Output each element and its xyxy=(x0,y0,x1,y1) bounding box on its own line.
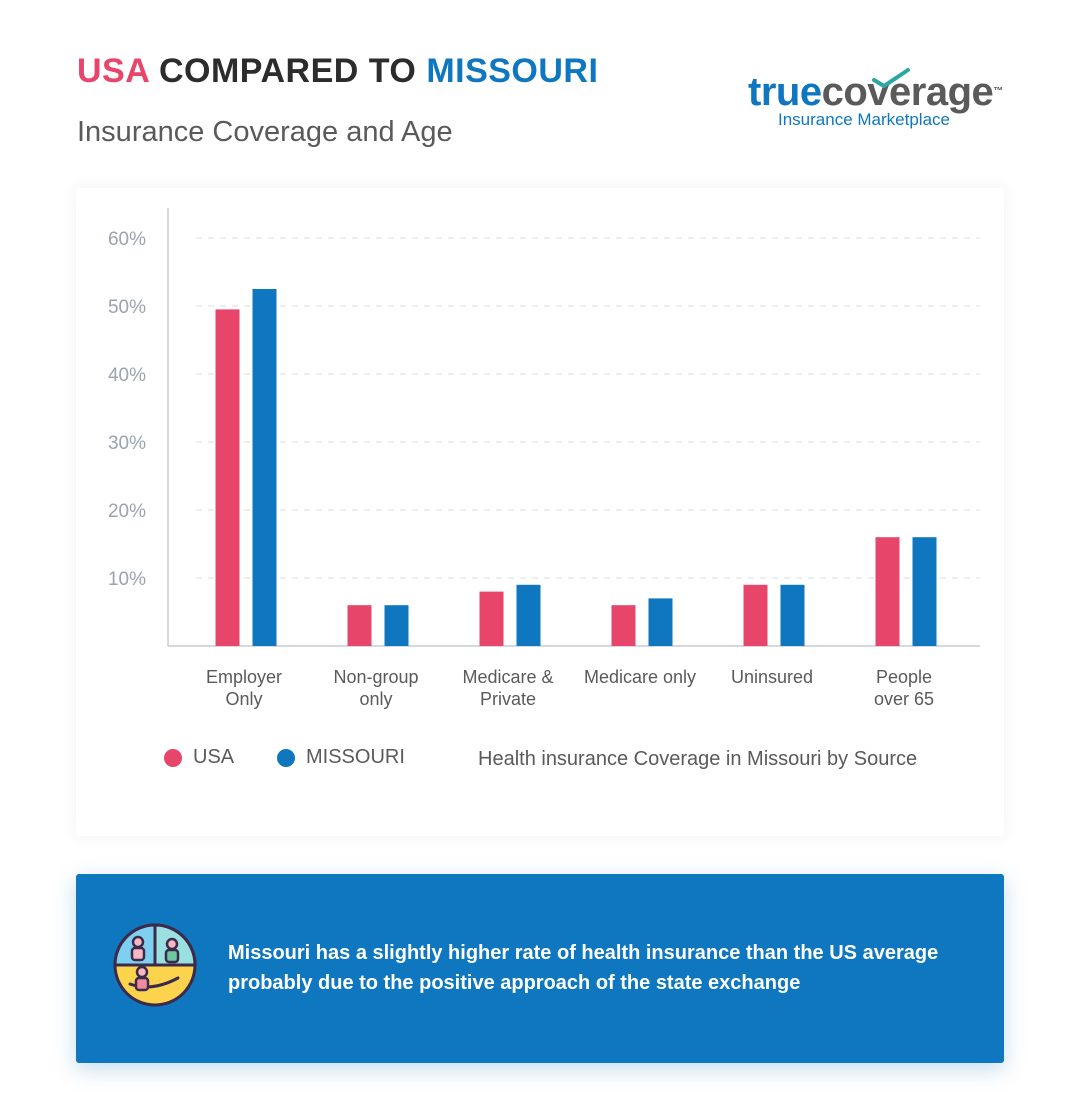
page-title: USA COMPARED TO MISSOURI xyxy=(77,52,598,91)
bar-missouri xyxy=(252,289,277,646)
x-category-label: Non-group only xyxy=(333,667,418,709)
y-tick-label: 50% xyxy=(108,297,146,318)
bar-usa xyxy=(611,605,636,646)
truecoverage-logo: truecoverage™ Insurance Marketplace xyxy=(748,68,1008,132)
x-category-label: Employer Only xyxy=(206,667,282,709)
bar-missouri xyxy=(912,537,937,646)
y-tick-label: 40% xyxy=(108,365,146,386)
y-tick-label: 60% xyxy=(108,229,146,250)
bar-missouri xyxy=(780,584,805,646)
title-usa: USA xyxy=(77,52,150,90)
y-tick-label: 20% xyxy=(108,501,146,522)
bar-usa xyxy=(215,309,240,646)
logo-wordmark: truecoverage™ xyxy=(748,72,1008,112)
x-category-label: People over 65 xyxy=(874,667,934,709)
bar-usa xyxy=(743,584,768,646)
y-tick-label: 10% xyxy=(108,569,146,590)
bar-usa xyxy=(875,537,900,646)
legend-swatch-usa xyxy=(164,748,182,767)
logo-check-icon xyxy=(872,68,910,88)
legend-swatch-missouri xyxy=(277,748,295,767)
info-banner: Missouri has a slightly higher rate of h… xyxy=(76,874,1004,1063)
legend-item-missouri: MISSOURI xyxy=(277,746,405,769)
bar-missouri xyxy=(384,605,409,646)
bar-missouri xyxy=(516,584,541,646)
legend-label-missouri: MISSOURI xyxy=(306,746,405,768)
logo-trademark: ™ xyxy=(993,86,1003,97)
bar-usa xyxy=(347,605,372,646)
people-pie-icon xyxy=(113,923,197,1007)
y-tick-label: 30% xyxy=(108,433,146,454)
x-category-label: Uninsured xyxy=(731,667,813,687)
bar-missouri xyxy=(648,598,673,646)
legend-item-usa: USA xyxy=(164,746,234,769)
x-category-label: Medicare only xyxy=(584,667,696,687)
x-category-label: Medicare & Private xyxy=(462,667,553,709)
info-text: Missouri has a slightly higher rate of h… xyxy=(228,942,939,994)
title-compared-to: COMPARED TO xyxy=(158,52,417,90)
bar-chart: 10% 20% 30% 40% 50% 60% Employer Only Non-group o… xyxy=(108,208,980,709)
logo-tagline: Insurance Marketplace xyxy=(778,110,950,129)
logo-word-coverage: coverage xyxy=(821,70,994,114)
title-state: MISSOURI xyxy=(426,52,599,90)
legend-label-usa: USA xyxy=(193,746,235,768)
chart-card: 10% 20% 30% 40% 50% 60% Employer Only Non-group o… xyxy=(76,188,1004,836)
bar-usa xyxy=(479,591,504,646)
chart-legend: USA MISSOURI xyxy=(76,746,1004,776)
logo-word-true: true xyxy=(748,70,822,114)
chart-caption: Health insurance Coverage in Missouri by… xyxy=(478,748,918,770)
page-subtitle: Insurance Coverage and Age xyxy=(77,116,453,148)
